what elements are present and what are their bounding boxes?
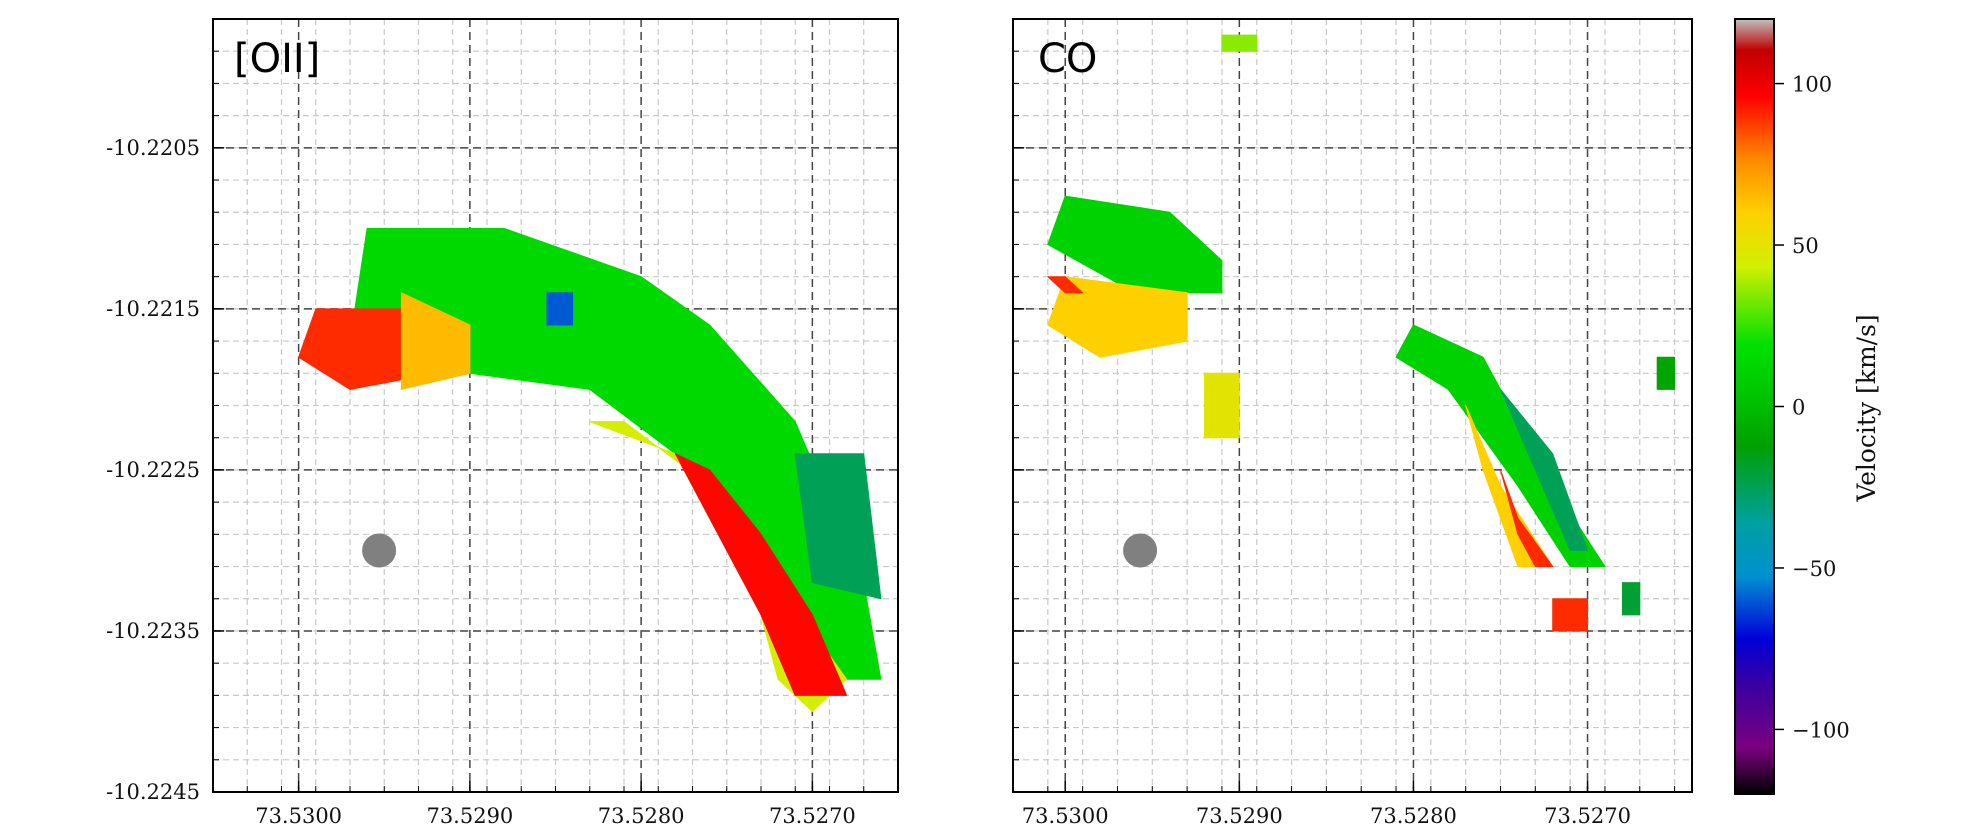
x-tick-label: 73.5270	[1544, 804, 1631, 828]
velocity-region	[1500, 469, 1554, 567]
co-beam-marker	[1123, 533, 1158, 568]
velocity-region	[1047, 195, 1223, 294]
oii-panel-title: [OII]	[234, 36, 320, 82]
velocity-region	[1552, 598, 1588, 632]
velocity-region	[400, 292, 471, 390]
velocity-region	[1621, 582, 1641, 616]
colorbar-tick-label: 0	[1792, 396, 1805, 420]
colorbar-tick-label: −50	[1792, 557, 1836, 581]
co-velocity-map	[1047, 34, 1676, 632]
colorbar: 100 50 0 −50 −100 Velocity [km/s]	[1734, 18, 1881, 795]
y-tick-label: -10.2235	[106, 619, 200, 643]
co-panel-title: CO	[1038, 36, 1097, 82]
colorbar-tick-label: 100	[1792, 73, 1832, 97]
velocity-region	[1047, 276, 1084, 294]
velocity-region	[1221, 34, 1258, 52]
velocity-region	[794, 453, 882, 600]
colorbar-gradient	[1735, 19, 1774, 794]
y-tick-label: -10.2225	[106, 458, 200, 482]
x-tick-label: 73.5300	[255, 804, 342, 828]
co-panel: 73.5300 73.5290 73.5280 73.5270 CO	[1012, 18, 1693, 828]
y-tick-label: -10.2205	[106, 136, 200, 160]
oii-velocity-map	[298, 227, 882, 712]
oii-beam-marker	[362, 533, 397, 568]
x-tick-label: 73.5270	[769, 804, 856, 828]
velocity-region	[1656, 356, 1676, 390]
velocity-region	[546, 292, 574, 326]
oii-panel: 73.5300 73.5290 73.5280 73.5270 -10.2205 -10.…	[106, 18, 899, 828]
colorbar-tick-label: 50	[1792, 234, 1819, 258]
y-tick-label: -10.2245	[106, 780, 200, 804]
co-grid	[1012, 18, 1692, 793]
colorbar-ticks: 100 50 0 −50 −100	[1774, 73, 1850, 742]
x-tick-label: 73.5300	[1022, 804, 1109, 828]
x-tick-label: 73.5290	[426, 804, 513, 828]
colorbar-label: Velocity [km/s]	[1852, 314, 1881, 502]
oii-ticks: 73.5300 73.5290 73.5280 73.5270 -10.2205 -10.…	[106, 18, 899, 828]
y-tick-label: -10.2215	[106, 297, 200, 321]
velocity-region	[1204, 372, 1240, 439]
x-tick-label: 73.5290	[1196, 804, 1283, 828]
x-tick-label: 73.5280	[598, 804, 685, 828]
x-tick-label: 73.5280	[1370, 804, 1457, 828]
velocity-region	[1047, 276, 1188, 358]
velocity-region	[674, 453, 848, 696]
co-ticks: 73.5300 73.5290 73.5280 73.5270	[1012, 18, 1676, 828]
velocity-region	[1500, 388, 1588, 551]
colorbar-tick-label: −100	[1792, 718, 1850, 742]
